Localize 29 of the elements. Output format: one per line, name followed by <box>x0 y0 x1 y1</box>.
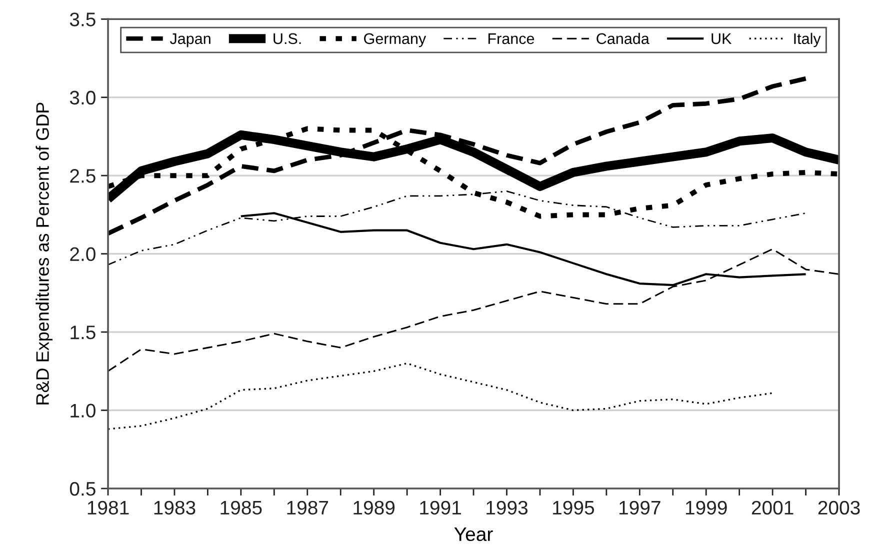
x-tick-label: 1983 <box>154 500 196 515</box>
legend-label: Italy <box>794 32 821 48</box>
legend-label: Japan <box>170 33 210 48</box>
x-axis-title: Year <box>454 527 493 542</box>
x-tick-label: 1993 <box>486 500 528 515</box>
legend-label: Germany <box>364 33 426 48</box>
line-series <box>108 362 774 430</box>
x-tick-label: 2001 <box>752 500 794 515</box>
y-tick-label: 1.0 <box>70 404 96 418</box>
legend-label: France <box>488 33 534 44</box>
x-tick-label: 1987 <box>287 500 328 515</box>
x-tick-label: 1995 <box>553 500 594 515</box>
x-tick-label: 2003 <box>818 500 860 515</box>
y-tick-label: 3.0 <box>70 90 96 105</box>
legend-label: Canada <box>596 32 650 44</box>
x-tick-label: 1981 <box>88 500 129 515</box>
y-tick-label: 2.5 <box>70 169 96 183</box>
y-tick-label: 1.5 <box>70 326 96 340</box>
y-axis-title: R&D Expenditures as Percent of GDP <box>36 102 53 404</box>
y-tick-label: 2.0 <box>70 247 96 262</box>
x-tick-label: 1999 <box>686 500 727 515</box>
legend-label: U.S. <box>274 33 301 44</box>
x-tick-label: 1985 <box>220 500 262 515</box>
x-tick-label: 1989 <box>354 500 395 515</box>
legend-label: UK <box>712 33 732 44</box>
y-tick-label: 0.5 <box>70 482 96 496</box>
x-tick-label: 1997 <box>620 500 660 515</box>
x-tick-label: 1991 <box>420 500 461 515</box>
y-tick-label: 3.5 <box>70 12 96 26</box>
